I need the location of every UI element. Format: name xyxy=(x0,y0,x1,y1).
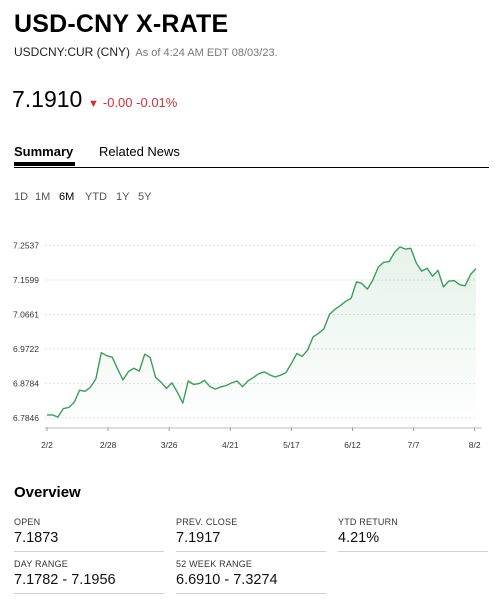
stat-value: 7.1873 xyxy=(14,530,59,546)
x-tick-label: 5/17 xyxy=(283,440,300,450)
range-6m[interactable]: 6M xyxy=(59,191,75,203)
price-change: ▼ -0.00 -0.01% xyxy=(88,95,177,110)
price-line xyxy=(46,246,477,418)
y-tick-label: 6.7846 xyxy=(13,413,39,423)
overview-title: Overview xyxy=(14,484,81,501)
x-tick-label: 6/12 xyxy=(344,440,361,450)
stat-label: DAY RANGE xyxy=(14,559,68,569)
stat-divider xyxy=(176,551,326,552)
ticker-symbol: USDCNY:CUR (CNY) xyxy=(14,45,131,59)
stat-label: YTD RETURN xyxy=(338,517,398,527)
range-ytd[interactable]: YTD xyxy=(85,191,107,203)
stat-divider xyxy=(14,593,164,594)
stat-divider xyxy=(338,551,488,552)
stat-divider xyxy=(176,593,326,594)
stat-day-range: DAY RANGE 7.1782 - 7.1956 xyxy=(14,559,164,594)
price-area xyxy=(47,246,476,427)
page-title: USD-CNY X-RATE xyxy=(14,10,229,38)
stat-prev-close: PREV. CLOSE 7.1917 xyxy=(176,517,326,552)
price-chart[interactable]: 7.2537 7.1599 7.0661 6.9722 6.8784 6.7846 2/2 2… xyxy=(0,222,503,462)
ticker-line: USDCNY:CUR (CNY) As of 4:24 AM EDT 08/03… xyxy=(14,45,278,59)
x-tick-label: 7/7 xyxy=(408,440,420,450)
stat-ytd-return: YTD RETURN 4.21% xyxy=(338,517,488,552)
range-5y[interactable]: 5Y xyxy=(138,191,152,203)
stat-value: 4.21% xyxy=(338,530,380,546)
tab-related-news[interactable]: Related News xyxy=(99,144,180,159)
range-1d[interactable]: 1D xyxy=(14,191,29,203)
x-tick-label: 2/2 xyxy=(41,440,53,450)
x-tick-label: 3/26 xyxy=(161,440,178,450)
stat-value: 7.1782 - 7.1956 xyxy=(14,572,116,588)
range-1y[interactable]: 1Y xyxy=(116,191,130,203)
x-tick-label: 8/2 xyxy=(469,440,481,450)
change-percent: -0.01% xyxy=(136,95,178,110)
y-tick-label: 7.2537 xyxy=(13,241,39,251)
triangle-down-icon: ▼ xyxy=(88,98,99,110)
stat-label: OPEN xyxy=(14,517,41,527)
y-tick-label: 7.0661 xyxy=(13,309,39,319)
tab-summary[interactable]: Summary xyxy=(14,144,74,159)
stat-label: PREV. CLOSE xyxy=(176,517,238,527)
y-tick-label: 7.1599 xyxy=(13,275,39,285)
stat-label: 52 WEEK RANGE xyxy=(176,559,253,569)
stat-52-week-range: 52 WEEK RANGE 6.6910 - 7.3274 xyxy=(176,559,326,594)
y-tick-label: 6.9722 xyxy=(13,344,39,354)
y-tick-label: 6.8784 xyxy=(13,378,39,388)
change-value: -0.00 xyxy=(102,95,133,110)
stat-open: OPEN 7.1873 xyxy=(14,517,164,552)
stat-value: 7.1917 xyxy=(176,530,221,546)
active-tab-indicator xyxy=(14,162,75,166)
range-1m[interactable]: 1M xyxy=(35,191,51,203)
x-tick-label: 4/21 xyxy=(222,440,239,450)
tab-bar: Summary Related News xyxy=(14,142,489,168)
x-tick-label: 2/28 xyxy=(100,440,117,450)
as-of-timestamp: As of 4:24 AM EDT 08/03/23. xyxy=(135,47,278,59)
stat-value: 6.6910 - 7.3274 xyxy=(176,572,278,588)
stat-divider xyxy=(14,551,164,552)
last-price: 7.1910 xyxy=(12,86,83,112)
